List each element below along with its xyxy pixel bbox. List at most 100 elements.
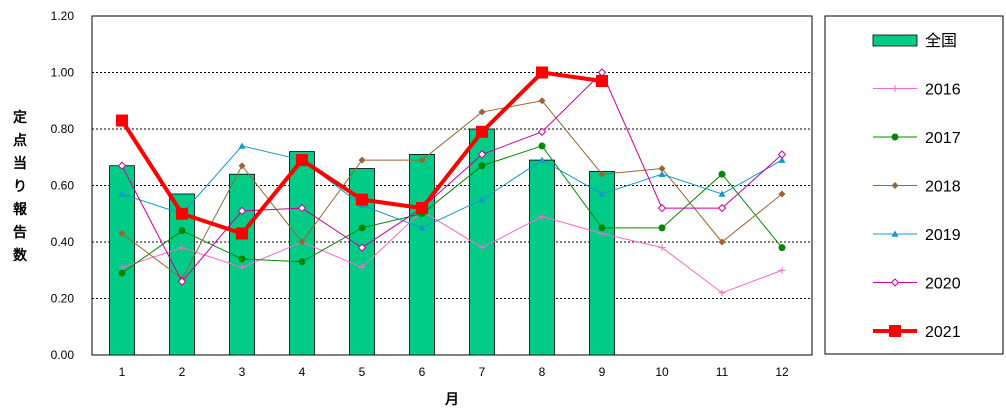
point bbox=[778, 244, 786, 252]
y-tick-labels: 0.00 0.20 0.40 0.60 0.80 1.00 1.20 bbox=[51, 9, 75, 362]
series-2021 bbox=[116, 66, 608, 240]
point bbox=[538, 156, 546, 163]
point bbox=[658, 224, 666, 232]
point bbox=[118, 230, 126, 238]
legend-swatch bbox=[872, 34, 918, 47]
point bbox=[891, 182, 899, 189]
bar bbox=[289, 151, 315, 356]
series-line bbox=[121, 100, 783, 280]
y-tick-label: 0.80 bbox=[51, 122, 75, 136]
legend-label: 2021 bbox=[925, 324, 961, 341]
x-tick-label: 10 bbox=[655, 365, 669, 379]
point bbox=[717, 203, 727, 213]
point bbox=[478, 162, 486, 170]
x-tick-label: 2 bbox=[179, 365, 186, 379]
point bbox=[538, 142, 546, 150]
point bbox=[536, 66, 548, 79]
legend-label: 全国 bbox=[925, 32, 957, 50]
point bbox=[718, 190, 726, 197]
x-tick-label: 4 bbox=[299, 365, 306, 379]
x-tick-label: 11 bbox=[716, 365, 729, 379]
point bbox=[116, 114, 128, 127]
point bbox=[596, 74, 608, 87]
point bbox=[718, 238, 726, 246]
y-axis-title-char: 数 bbox=[13, 247, 28, 264]
y-axis-title-char: 当 bbox=[13, 155, 27, 172]
point bbox=[177, 277, 187, 286]
point bbox=[658, 244, 666, 252]
y-axis-title-char: 点 bbox=[13, 132, 27, 149]
point bbox=[537, 127, 547, 137]
bar bbox=[529, 159, 555, 356]
point bbox=[238, 162, 246, 170]
point bbox=[778, 266, 786, 274]
legend-label: 2017 bbox=[925, 130, 961, 147]
point bbox=[236, 227, 248, 240]
legend-label: 2019 bbox=[925, 227, 961, 244]
point bbox=[358, 156, 366, 164]
point bbox=[889, 325, 901, 337]
x-tick-label: 1 bbox=[119, 365, 126, 379]
point bbox=[777, 150, 787, 159]
legend-label: 2016 bbox=[925, 82, 961, 99]
grid-lines bbox=[92, 72, 812, 299]
point bbox=[778, 156, 786, 163]
legend-item: 2016 bbox=[873, 82, 961, 99]
bar bbox=[169, 193, 195, 356]
point bbox=[178, 227, 186, 235]
point bbox=[890, 278, 900, 287]
point bbox=[118, 269, 126, 277]
x-tick-label: 12 bbox=[775, 365, 789, 379]
legend: 全国 2016 2017 2018 2019 2020 2021 bbox=[872, 32, 961, 341]
point bbox=[658, 170, 666, 177]
y-tick-label: 0.40 bbox=[51, 235, 75, 249]
point bbox=[891, 85, 899, 92]
point bbox=[718, 170, 726, 178]
point bbox=[476, 125, 488, 138]
series-line bbox=[121, 210, 783, 294]
point bbox=[298, 258, 306, 266]
point bbox=[478, 244, 486, 252]
point bbox=[238, 263, 246, 271]
point bbox=[478, 108, 486, 116]
point bbox=[657, 203, 667, 213]
bar bbox=[409, 154, 435, 356]
y-tick-label: 0.20 bbox=[51, 292, 75, 306]
bar bbox=[109, 165, 135, 356]
point bbox=[477, 150, 487, 159]
x-tick-label: 7 bbox=[479, 365, 486, 379]
y-axis-title-char: 報 bbox=[13, 201, 28, 218]
y-tick-label: 0.60 bbox=[51, 179, 75, 193]
legend-item: 全国 bbox=[872, 32, 957, 50]
y-axis-title-char: 定 bbox=[13, 109, 27, 126]
point bbox=[891, 230, 899, 237]
series-line bbox=[121, 145, 783, 274]
x-tick-label: 6 bbox=[419, 365, 426, 379]
point bbox=[356, 193, 368, 206]
point bbox=[358, 224, 366, 232]
legend-label: 2020 bbox=[925, 276, 961, 293]
x-tick-label: 8 bbox=[539, 365, 546, 379]
point bbox=[296, 154, 308, 167]
point bbox=[658, 165, 666, 173]
legend-item: 2020 bbox=[873, 276, 961, 293]
y-tick-label: 1.00 bbox=[51, 66, 75, 80]
point bbox=[891, 133, 899, 141]
legend-item: 2021 bbox=[873, 324, 961, 341]
point bbox=[416, 202, 428, 215]
legend-item: 2017 bbox=[873, 130, 961, 147]
point bbox=[598, 170, 606, 178]
point bbox=[178, 244, 186, 252]
legend-item: 2019 bbox=[873, 227, 961, 244]
legend-label: 2018 bbox=[925, 179, 961, 196]
x-tick-labels: 1 2 3 4 5 6 7 8 9 10 11 12 bbox=[119, 365, 789, 379]
point bbox=[418, 224, 426, 231]
bar bbox=[589, 170, 615, 356]
point bbox=[538, 97, 546, 105]
x-tick-label: 5 bbox=[359, 365, 366, 379]
point bbox=[538, 213, 546, 221]
point bbox=[598, 190, 606, 197]
line-series bbox=[116, 66, 787, 297]
